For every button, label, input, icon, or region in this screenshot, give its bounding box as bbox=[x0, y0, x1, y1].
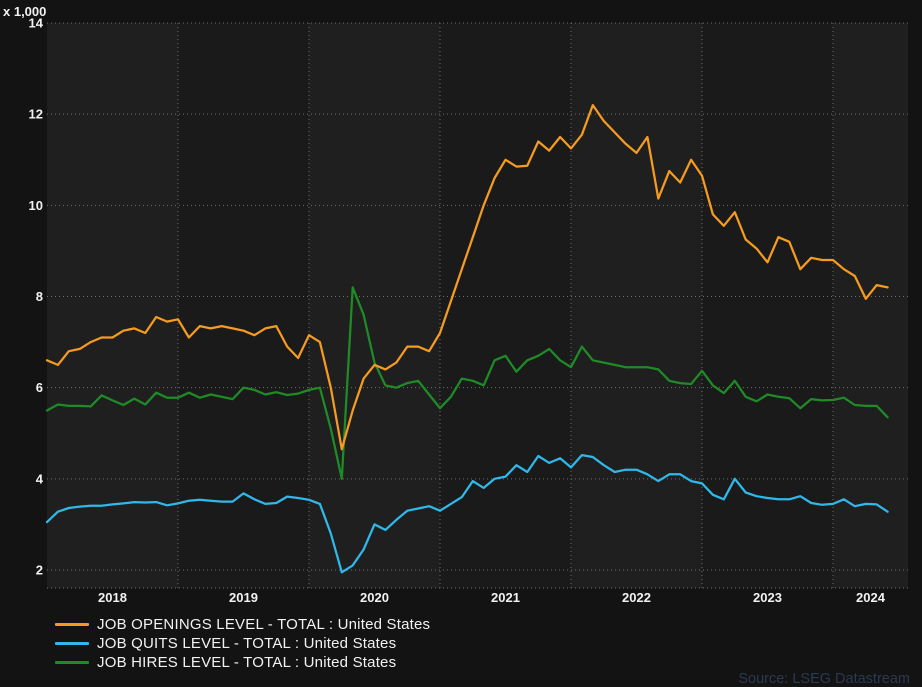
legend-label-job-hires: JOB HIRES LEVEL - TOTAL : United States bbox=[97, 654, 397, 671]
x-tick-label: 2020 bbox=[360, 590, 389, 605]
legend-item-job-openings: JOB OPENINGS LEVEL - TOTAL : United Stat… bbox=[55, 615, 430, 634]
legend-item-job-quits: JOB QUITS LEVEL - TOTAL : United States bbox=[55, 634, 430, 653]
quits-line-swatch bbox=[55, 642, 89, 645]
year-band bbox=[309, 23, 440, 588]
y-tick-label: 4 bbox=[36, 471, 44, 486]
year-band bbox=[702, 23, 833, 588]
x-tick-label: 2022 bbox=[622, 590, 651, 605]
series-line-2 bbox=[45, 286, 889, 480]
y-tick-label: 2 bbox=[36, 563, 43, 578]
series-line-1 bbox=[45, 453, 889, 574]
x-tick-label: 2018 bbox=[98, 590, 127, 605]
legend-item-job-hires: JOB HIRES LEVEL - TOTAL : United States bbox=[55, 653, 430, 672]
source-note: Source: LSEG Datastream bbox=[738, 671, 910, 687]
y-tick-label: 6 bbox=[36, 380, 43, 395]
x-tick-label: 2024 bbox=[856, 590, 886, 605]
openings-line-swatch bbox=[55, 623, 89, 626]
x-tick-label: 2023 bbox=[753, 590, 782, 605]
y-tick-label: 8 bbox=[36, 289, 43, 304]
legend: JOB OPENINGS LEVEL - TOTAL : United Stat… bbox=[55, 615, 430, 672]
x-tick-label: 2019 bbox=[229, 590, 258, 605]
hires-line-swatch bbox=[55, 661, 89, 664]
year-band bbox=[178, 23, 309, 588]
legend-label-job-openings: JOB OPENINGS LEVEL - TOTAL : United Stat… bbox=[97, 616, 431, 633]
series-line-0 bbox=[45, 103, 889, 451]
year-band bbox=[440, 23, 571, 588]
year-band bbox=[47, 23, 178, 588]
x-tick-label: 2021 bbox=[491, 590, 520, 605]
year-band bbox=[833, 23, 908, 588]
y-tick-label: 14 bbox=[29, 16, 44, 31]
y-tick-label: 12 bbox=[29, 107, 43, 122]
y-axis-unit-label: x 1,000 bbox=[3, 4, 47, 19]
y-tick-label: 10 bbox=[29, 198, 43, 213]
year-band bbox=[571, 23, 702, 588]
legend-label-job-quits: JOB QUITS LEVEL - TOTAL : United States bbox=[97, 635, 397, 652]
